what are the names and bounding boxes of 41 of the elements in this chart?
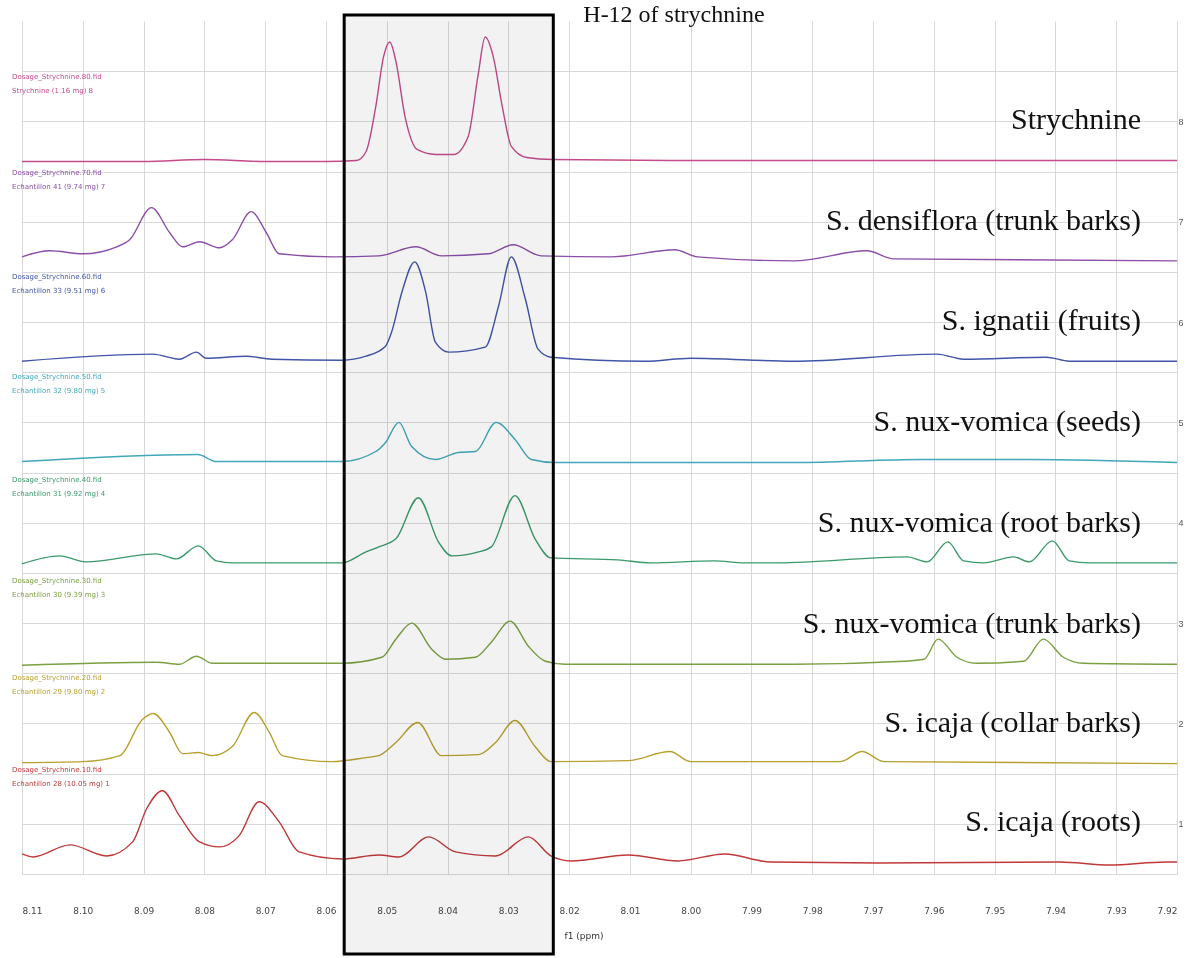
series-label: Strychnine: [1011, 102, 1141, 136]
x-tick-label: 8.06: [316, 905, 337, 916]
series-label: S. nux-vomica (seeds): [873, 404, 1141, 439]
y-tick-label: 6: [1178, 317, 1184, 328]
x-tick-label: 7.99: [741, 905, 763, 916]
x-tick-label: 8.01: [620, 905, 641, 916]
x-axis-title: f1 (ppm): [564, 931, 604, 941]
line-series: [21, 206, 1178, 262]
line-series: [21, 711, 1178, 765]
x-tick-label: 8.05: [377, 905, 398, 916]
series-label: S. nux-vomica (trunk barks): [802, 606, 1141, 641]
x-tick-label: 8.11: [22, 905, 43, 916]
x-tick-label: 7.97: [863, 905, 884, 916]
x-tick-label: 7.95: [985, 905, 1006, 916]
series-label: S. nux-vomica (root barks): [817, 504, 1141, 539]
line-series: [21, 790, 1178, 866]
y-tick-label: 7: [1178, 217, 1184, 228]
series-label: S. icaja (collar barks): [884, 705, 1141, 740]
series-label: S. ignatii (fruits): [941, 303, 1141, 338]
x-tick-label: 8.08: [194, 905, 216, 916]
x-tick-label: 7.93: [1106, 905, 1127, 916]
y-tick-label: 8: [1178, 116, 1184, 127]
x-tick-label: 7.98: [802, 905, 824, 916]
x-tick-label: 8.07: [255, 905, 276, 916]
x-tick-label: 8.09: [134, 905, 155, 916]
y-tick-label: 2: [1178, 718, 1184, 729]
x-tick-label: 8.02: [559, 905, 580, 916]
band-label: H-12 of strychnine: [583, 1, 765, 27]
y-tick-label: 5: [1178, 417, 1184, 428]
x-tick-label: 8.04: [438, 905, 459, 916]
series-label: S. icaja (roots): [965, 803, 1141, 838]
y-tick-label: 1: [1178, 819, 1184, 830]
x-tick-label: 7.94: [1045, 905, 1067, 916]
series-label: S. densiflora (trunk barks): [826, 202, 1141, 237]
y-tick-label: 4: [1178, 518, 1184, 529]
y-tick-label: 3: [1178, 618, 1184, 629]
x-tick-label: 7.96: [924, 905, 945, 916]
x-tick-label: 8.10: [73, 905, 94, 916]
x-tick-label: 7.92: [1157, 905, 1178, 916]
x-tick-label: 8.00: [681, 905, 702, 916]
x-tick-label: 8.03: [498, 905, 519, 916]
